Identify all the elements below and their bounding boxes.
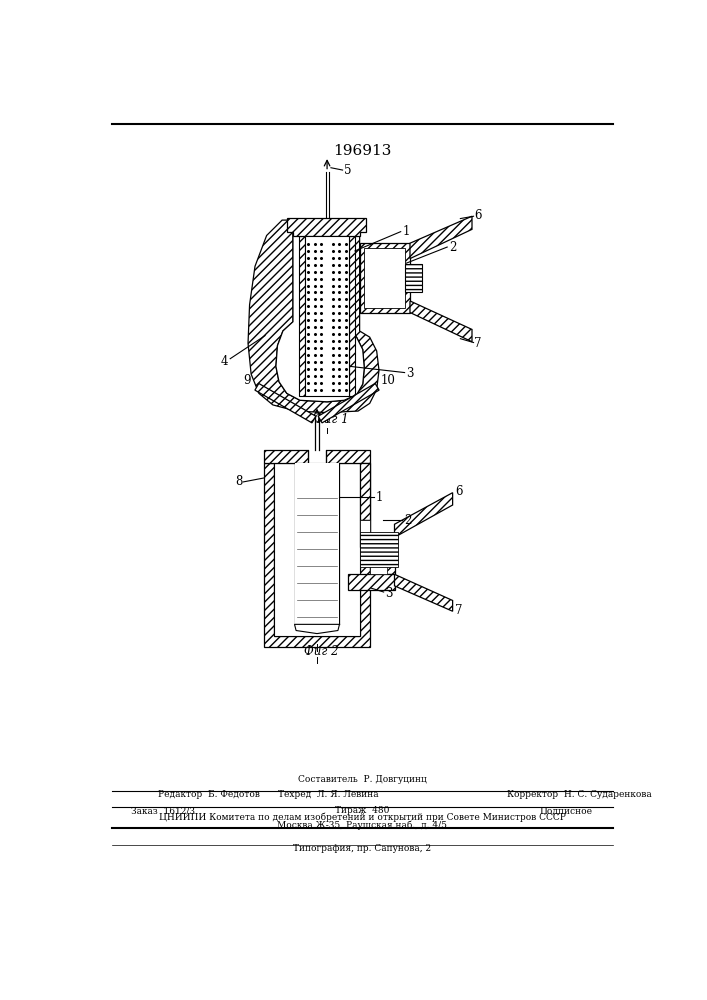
Text: 10: 10 — [381, 374, 396, 387]
Text: Фиг 2: Фиг 2 — [303, 645, 338, 658]
Text: Москва Ж-35, Раушская наб., д. 4/5: Москва Ж-35, Раушская наб., д. 4/5 — [277, 820, 447, 830]
Text: Типография, пр. Сапунова, 2: Типография, пр. Сапунова, 2 — [293, 844, 431, 853]
Polygon shape — [255, 383, 316, 423]
Text: 6: 6 — [474, 209, 482, 222]
Polygon shape — [364, 248, 404, 308]
Text: Заказ  1612/3: Заказ 1612/3 — [131, 806, 195, 815]
Polygon shape — [248, 220, 379, 413]
Text: 4: 4 — [220, 355, 228, 368]
Polygon shape — [360, 243, 410, 312]
Polygon shape — [348, 574, 395, 590]
Text: 9: 9 — [243, 374, 250, 387]
Text: 3: 3 — [385, 587, 392, 600]
Text: 2: 2 — [449, 241, 456, 254]
Text: 5: 5 — [344, 164, 351, 177]
Text: ЦНИИПИ Комитета по делам изобретений и открытий при Совете Министров СССР: ЦНИИПИ Комитета по делам изобретений и о… — [158, 813, 566, 822]
Polygon shape — [295, 624, 339, 634]
Polygon shape — [287, 218, 366, 235]
Polygon shape — [410, 301, 472, 342]
Polygon shape — [395, 493, 452, 537]
Polygon shape — [360, 532, 398, 567]
Polygon shape — [296, 463, 339, 632]
Text: Фиг 1: Фиг 1 — [314, 413, 349, 426]
Text: Составитель  Р. Довгуцинц: Составитель Р. Довгуцинц — [298, 775, 426, 784]
Text: 6: 6 — [455, 485, 462, 498]
Polygon shape — [360, 520, 387, 574]
Text: Подписное: Подписное — [539, 806, 592, 815]
Polygon shape — [360, 463, 370, 520]
Polygon shape — [410, 216, 472, 259]
Text: 2: 2 — [404, 514, 411, 527]
Polygon shape — [305, 235, 349, 396]
Polygon shape — [404, 264, 421, 292]
Text: 7: 7 — [474, 337, 482, 350]
Polygon shape — [276, 220, 364, 402]
Polygon shape — [264, 463, 370, 647]
Polygon shape — [318, 383, 379, 423]
Polygon shape — [395, 574, 452, 611]
Polygon shape — [274, 463, 360, 636]
Text: 196913: 196913 — [333, 144, 391, 158]
Polygon shape — [349, 235, 355, 396]
Text: 3: 3 — [406, 367, 414, 380]
Text: Тираж  480: Тираж 480 — [334, 806, 389, 815]
Polygon shape — [264, 450, 308, 463]
Text: 7: 7 — [455, 604, 462, 617]
Polygon shape — [327, 450, 370, 463]
Text: 1: 1 — [375, 491, 382, 504]
Text: Редактор  Б. Федотов: Редактор Б. Федотов — [158, 790, 260, 799]
Text: 1: 1 — [402, 225, 409, 238]
Text: 8: 8 — [235, 475, 243, 488]
Text: Техред  Л. Я. Левина: Техред Л. Я. Левина — [279, 790, 379, 799]
Polygon shape — [360, 520, 395, 574]
Text: Корректор  Н. С. Сударенкова: Корректор Н. С. Сударенкова — [507, 790, 652, 799]
Polygon shape — [299, 235, 305, 396]
